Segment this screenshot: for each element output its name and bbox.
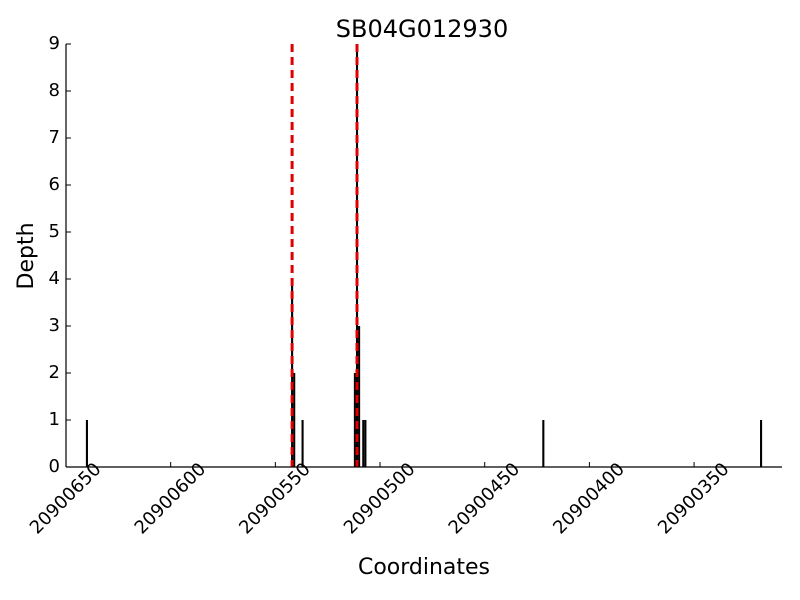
bar: [362, 420, 365, 467]
y-tick-label: 2: [49, 362, 60, 383]
y-tick-label: 6: [49, 174, 60, 195]
y-axis-label: Depth: [14, 222, 39, 289]
y-tick-label: 1: [49, 409, 60, 430]
chart-title: SB04G012930: [336, 15, 508, 43]
bar: [353, 373, 356, 467]
x-axis-label: Coordinates: [358, 555, 490, 580]
y-tick-label: 8: [49, 80, 60, 101]
y-tick-label: 4: [49, 268, 60, 289]
bar: [293, 373, 296, 467]
bar: [85, 420, 88, 467]
bar: [364, 420, 367, 467]
y-tick-label: 3: [49, 315, 60, 336]
bar: [358, 326, 361, 467]
bar: [760, 420, 763, 467]
bar: [542, 420, 545, 467]
y-tick-label: 7: [49, 127, 60, 148]
bar: [301, 420, 304, 467]
y-tick-label: 0: [49, 456, 60, 477]
y-tick-label: 9: [49, 33, 60, 54]
y-tick-label: 5: [49, 221, 60, 242]
